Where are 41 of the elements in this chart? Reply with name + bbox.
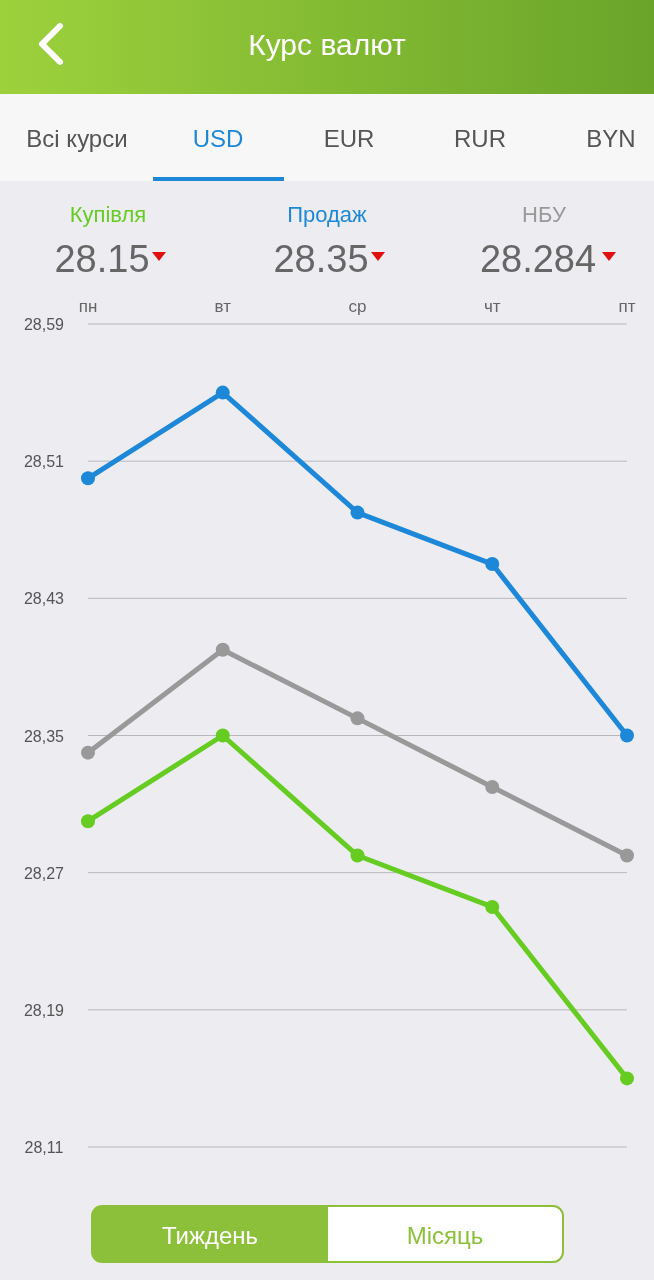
text: RUR <box>454 125 506 152</box>
point <box>81 814 95 829</box>
point <box>215 385 230 400</box>
text: 28.35 <box>273 238 369 280</box>
point <box>81 745 95 760</box>
point <box>620 848 634 863</box>
x-tick-label: вт <box>214 297 232 316</box>
point <box>350 848 365 863</box>
text: Тиждень <box>161 1222 259 1249</box>
point <box>350 505 365 520</box>
text: Всі курси <box>26 125 128 152</box>
chart-title: Курс валют <box>248 28 407 61</box>
point <box>485 557 500 572</box>
point <box>215 642 230 657</box>
text: Купівля <box>69 202 147 227</box>
text: BYN <box>586 125 636 152</box>
point <box>620 728 634 743</box>
point <box>215 728 230 743</box>
y-tick-label: 28,11 <box>24 1139 64 1156</box>
text: Місяць <box>406 1222 484 1249</box>
point <box>620 1071 634 1086</box>
text: EUR <box>323 125 375 152</box>
x-tick-label: ср <box>348 297 367 316</box>
y-tick-label: 28,59 <box>23 316 65 333</box>
y-tick-label: 28,51 <box>23 453 65 471</box>
x-tick-label: пн <box>78 297 98 316</box>
text: НБУ <box>522 202 567 227</box>
point <box>81 471 95 486</box>
point <box>485 779 500 794</box>
text: USD <box>192 125 244 152</box>
y-tick-label: 28,27 <box>23 864 65 882</box>
text: Продаж <box>287 202 368 227</box>
y-tick-label: 28,19 <box>23 1001 65 1019</box>
x-tick-label: пт <box>618 297 636 316</box>
text: 28.15 <box>54 238 150 280</box>
point <box>485 899 500 914</box>
y-tick-label: 28,35 <box>23 727 65 745</box>
x-tick-label: чт <box>483 297 501 316</box>
point <box>350 711 365 726</box>
y-tick-label: 28,43 <box>23 590 65 608</box>
text: 28.284 <box>479 238 597 280</box>
